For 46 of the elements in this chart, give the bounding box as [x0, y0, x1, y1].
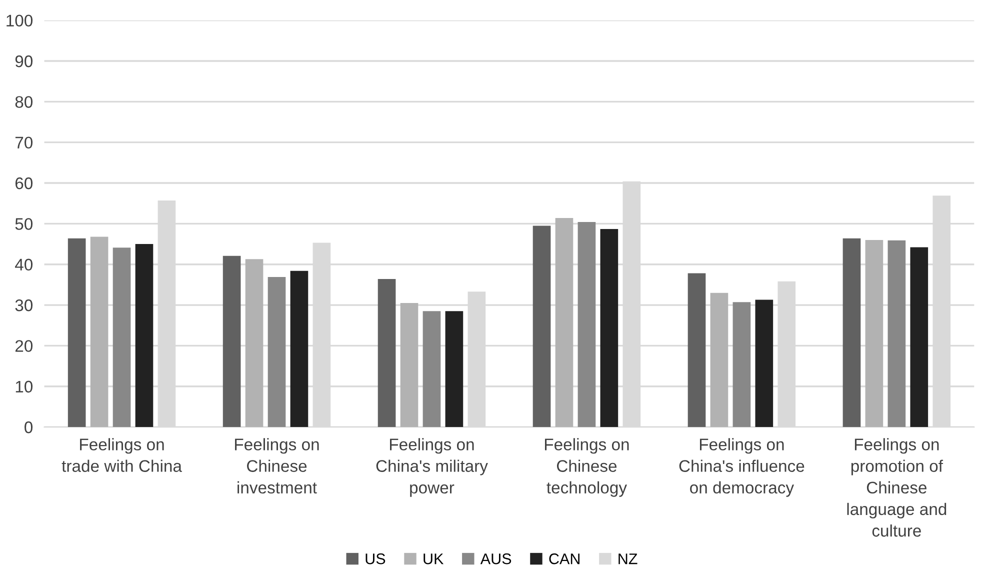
- y-tick-label: 50: [15, 218, 33, 230]
- bar: [600, 228, 618, 428]
- bar: [688, 273, 706, 428]
- y-tick-label: 20: [15, 340, 33, 352]
- bar: [732, 302, 751, 428]
- bar: [400, 302, 418, 428]
- y-tick-label: 40: [15, 258, 33, 271]
- x-tick-label: Feelings on Chinese investment: [235, 438, 319, 494]
- x-tick-label: Feelings on China's military power: [376, 438, 488, 497]
- bar: [245, 259, 264, 428]
- y-tick-label: 100: [6, 14, 33, 27]
- bar: [888, 240, 906, 428]
- bar: [422, 311, 441, 428]
- bar: [710, 292, 728, 428]
- bar: [112, 248, 131, 428]
- legend-label: US: [366, 553, 386, 564]
- bar: [378, 278, 396, 428]
- bar: [268, 276, 286, 428]
- bar: [290, 270, 308, 428]
- x-tick-label: Feelings on Chinese technology: [545, 438, 629, 497]
- y-tick-label: 0: [24, 421, 33, 434]
- bar: [865, 240, 884, 428]
- bar: [222, 256, 241, 428]
- y-tick-label: 70: [15, 136, 33, 149]
- legend-label: CAN: [549, 553, 580, 564]
- y-tick-label: 90: [15, 55, 33, 68]
- legend-label: AUS: [480, 553, 512, 564]
- bar: [532, 226, 551, 428]
- bar: [755, 300, 774, 428]
- bar: [135, 244, 154, 428]
- bar: [842, 238, 861, 428]
- legend-label: NZ: [618, 554, 638, 564]
- y-tick-label: 80: [15, 96, 33, 108]
- bar: [445, 311, 464, 428]
- y-tick-label: 10: [16, 380, 33, 393]
- x-tick-label: Feelings on China's influence on democracy: [679, 438, 804, 497]
- bar: [910, 247, 928, 428]
- y-tick-label: 60: [15, 177, 33, 190]
- x-tick-label: Feelings on trade with China: [62, 438, 182, 472]
- legend-label: UK: [424, 554, 444, 564]
- y-tick-label: 30: [15, 299, 33, 312]
- x-tick-label: Feelings on promotion of Chinese language and culture: [847, 438, 946, 537]
- bar: [555, 218, 574, 428]
- bar: [90, 236, 108, 428]
- bar: [578, 222, 596, 428]
- bar: [68, 238, 86, 428]
